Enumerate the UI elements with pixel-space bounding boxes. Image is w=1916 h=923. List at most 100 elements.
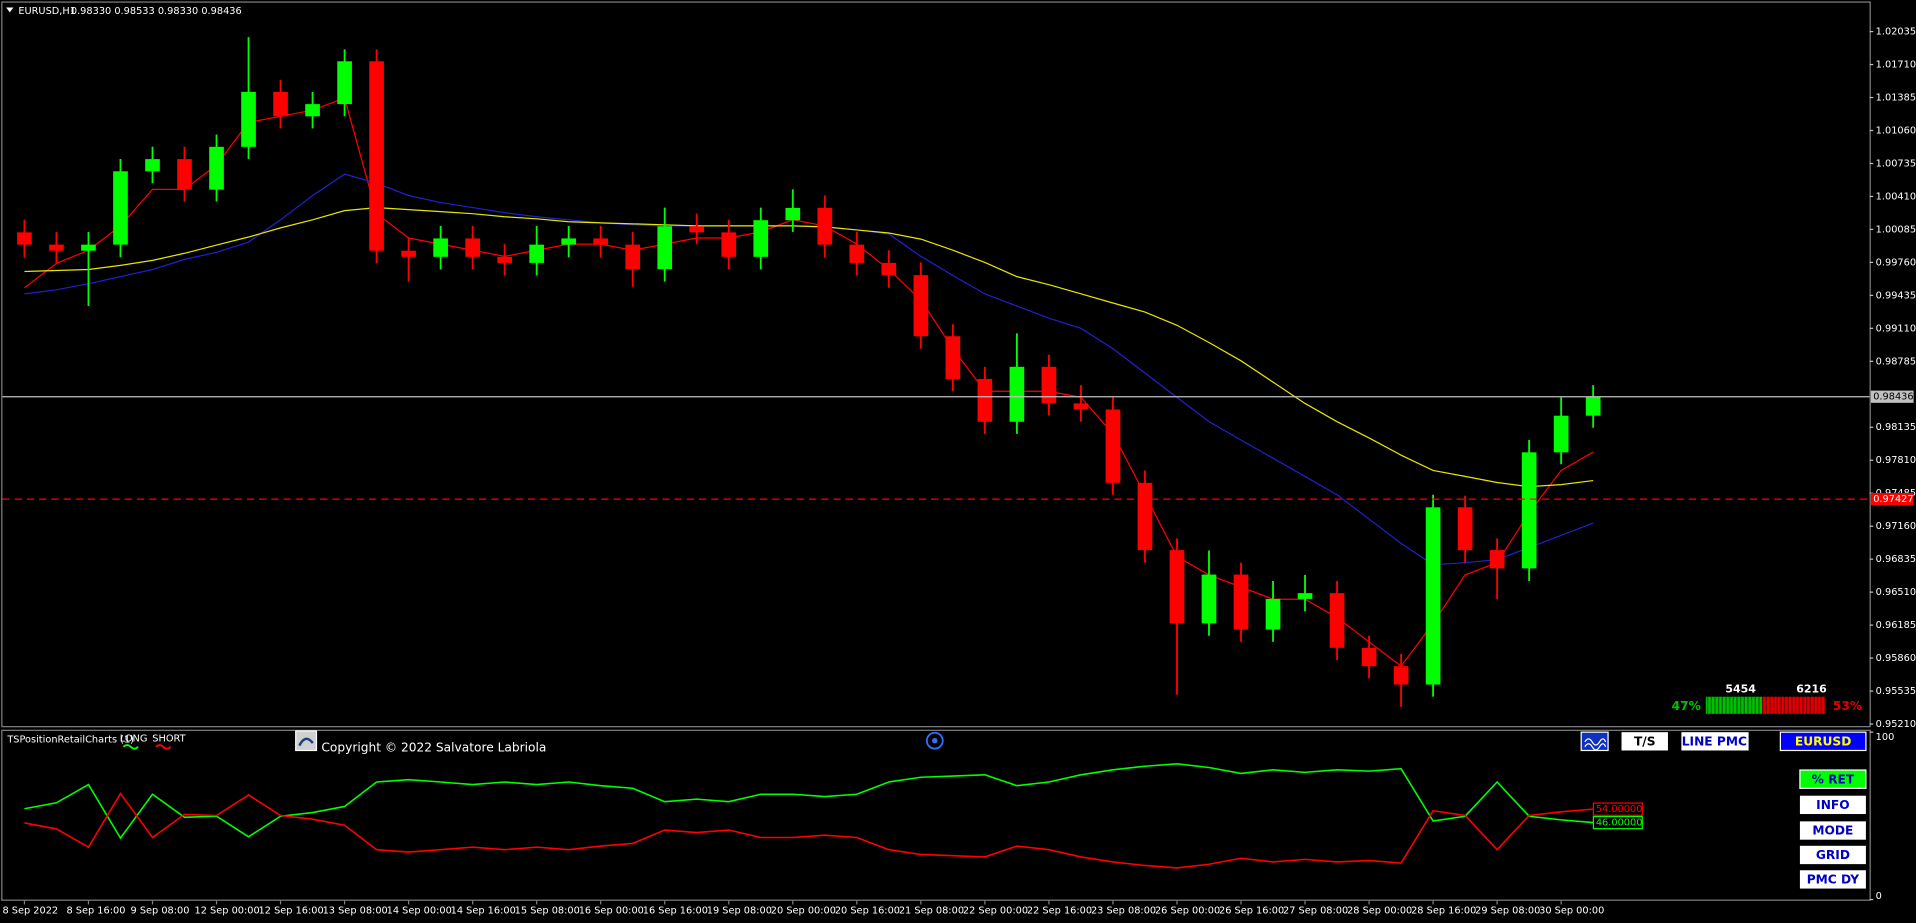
value-label-box — [1592, 815, 1643, 830]
y-tick-label: 0.98785 — [1876, 356, 1916, 367]
x-tick-label: 16 Sep 16:00 — [643, 906, 708, 917]
y-tick-label: 0.99435 — [1876, 290, 1916, 301]
mode-button[interactable]: MODE — [1799, 821, 1866, 840]
wave-button[interactable] — [1580, 731, 1609, 752]
button-bg — [1799, 769, 1867, 789]
x-tick-label: 29 Sep 08:00 — [1475, 906, 1540, 917]
value-label: 54.00000 — [1596, 804, 1643, 815]
y-tick-label: 1.02035 — [1876, 27, 1916, 38]
candle-body — [1361, 647, 1377, 667]
x-tick-label: 26 Sep 16:00 — [1219, 906, 1284, 917]
x-tick-label: 12 Sep 00:00 — [195, 906, 260, 917]
candle-body — [1105, 409, 1121, 483]
x-tick-label: 20 Sep 00:00 — [771, 906, 836, 917]
candle-body — [1137, 482, 1153, 551]
candle-body — [689, 226, 705, 233]
candle-body — [465, 238, 480, 257]
ts-button[interactable]: T/S — [1621, 732, 1668, 751]
x-tick-label: 14 Sep 16:00 — [451, 906, 516, 917]
button-bg — [1799, 845, 1866, 865]
x-tick-label: 22 Sep 00:00 — [963, 906, 1028, 917]
y-tick-label: 1.00735 — [1876, 158, 1916, 169]
candle-body — [1265, 598, 1281, 630]
ret-button[interactable]: % RET — [1799, 769, 1867, 789]
logo-glyph — [298, 737, 314, 747]
candle-body — [209, 146, 224, 190]
candle-body — [305, 104, 320, 117]
button-label: LINE PMC — [1682, 734, 1747, 748]
price-label-bg — [1870, 390, 1914, 403]
candle-body — [81, 244, 96, 251]
pmc-dy-button[interactable]: PMC DY — [1799, 870, 1866, 889]
long-pct: 47% — [1672, 699, 1701, 713]
y-tick-label: 0.97810 — [1876, 455, 1916, 466]
symbol-button[interactable]: EURUSD — [1779, 731, 1867, 752]
y-tick-label: 0.95535 — [1876, 686, 1916, 697]
candle-body — [1201, 574, 1217, 624]
button-label: T/S — [1634, 734, 1656, 748]
legend-swatch — [122, 744, 139, 750]
candle-body — [1297, 593, 1313, 599]
target-icon[interactable] — [925, 731, 944, 750]
candle-body — [1041, 366, 1057, 404]
button-bg — [1779, 731, 1867, 752]
y-tick-label: 0.98135 — [1876, 422, 1916, 433]
quote: 0.98330 0.98533 0.98330 0.98436 — [71, 6, 242, 17]
x-tick-label: 21 Sep 08:00 — [899, 906, 964, 917]
candle-body — [497, 256, 512, 263]
grid-button[interactable]: GRID — [1799, 845, 1866, 865]
candle-body — [593, 238, 609, 245]
x-tick-label: 22 Sep 16:00 — [1027, 906, 1092, 917]
collapse-arrow[interactable] — [6, 7, 14, 13]
candle-body — [1489, 550, 1505, 569]
candle-body — [1553, 415, 1569, 453]
legend-swatch — [155, 744, 172, 750]
y-tick-label: 1.00085 — [1876, 224, 1916, 235]
candle-body — [753, 220, 769, 257]
x-tick-label: 20 Sep 16:00 — [835, 906, 900, 917]
y-tick-label: 1.01060 — [1876, 125, 1916, 136]
candle-body — [1009, 366, 1025, 422]
candle-body — [913, 275, 929, 337]
candle-body — [433, 238, 448, 257]
y-tick-label: 1.01710 — [1876, 60, 1916, 71]
candle-body — [529, 244, 545, 263]
candle-body — [17, 232, 32, 245]
candle-body — [561, 238, 577, 245]
button-label: INFO — [1816, 798, 1849, 812]
x-tick-label: 30 Sep 00:00 — [1539, 906, 1604, 917]
x-tick-label: 23 Sep 08:00 — [1091, 906, 1156, 917]
x-tick-label: 13 Sep 08:00 — [323, 906, 388, 917]
moving-average — [24, 206, 1594, 488]
candle-body — [657, 226, 673, 270]
candle-body — [1393, 666, 1409, 685]
legend-label: SHORT — [152, 733, 185, 744]
price-label: 0.97427 — [1873, 494, 1913, 505]
short-count: 6216 — [1796, 682, 1827, 695]
price-label: 0.98436 — [1873, 392, 1913, 403]
candle-body — [1457, 507, 1473, 551]
candle-body — [1169, 550, 1185, 624]
candle-body — [1585, 396, 1601, 416]
candle-body — [1329, 593, 1345, 648]
candle-body — [977, 378, 993, 422]
candle-body — [337, 61, 352, 105]
button-label: MODE — [1812, 824, 1853, 838]
y-tick-label: 0.99760 — [1876, 257, 1916, 268]
button-label: % RET — [1812, 772, 1855, 786]
x-tick-label: 28 Sep 00:00 — [1347, 906, 1412, 917]
gauge-stripes — [1705, 696, 1826, 714]
button-bg — [1799, 795, 1866, 815]
candle-body — [49, 244, 64, 251]
main-frame — [1, 1, 1871, 728]
info-button[interactable]: INFO — [1799, 795, 1866, 815]
x-tick-label: 15 Sep 08:00 — [515, 906, 580, 917]
x-tick-label: 8 Sep 2022 — [2, 906, 58, 917]
indicator-line — [24, 792, 1594, 869]
x-tick-label: 28 Sep 16:00 — [1411, 906, 1476, 917]
line-pmc-button[interactable]: LINE PMC — [1681, 732, 1749, 751]
x-tick-label: 12 Sep 16:00 — [259, 906, 324, 917]
wave-glyph — [1584, 738, 1607, 751]
wave-button-bg — [1580, 731, 1609, 752]
